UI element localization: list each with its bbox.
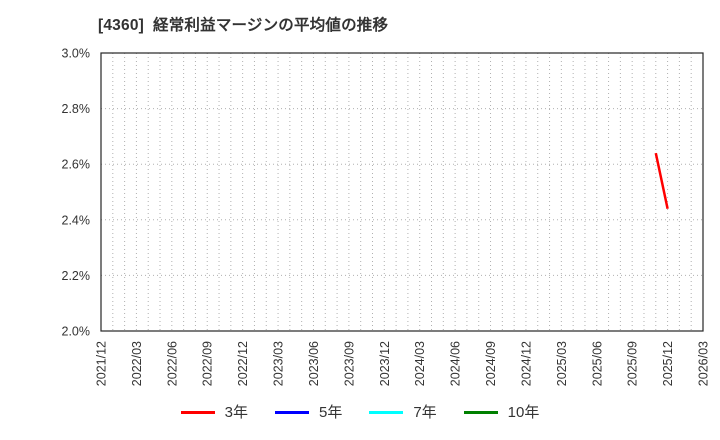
x-tick-label: 2022/12 (236, 341, 250, 386)
legend-line-swatch (369, 410, 404, 414)
series-line-0 (654, 152, 669, 209)
x-tick-label: 2023/09 (342, 341, 356, 386)
y-tick-label: 2.2% (62, 269, 91, 283)
y-tick-label: 3.0% (62, 47, 91, 61)
legend-item-1: 5年 (274, 403, 343, 421)
legend-item-3: 10年 (463, 403, 540, 421)
axis-border (100, 52, 704, 332)
legend-item-2: 7年 (369, 403, 437, 421)
x-tick-label: 2023/12 (378, 341, 392, 386)
x-tick-label: 2024/03 (413, 341, 427, 386)
y-tick-label: 2.8% (62, 102, 91, 116)
x-tick-label: 2023/03 (272, 341, 286, 386)
legend-line-swatch (274, 410, 309, 414)
legend-line-swatch (463, 410, 498, 414)
x-tick-label: 2024/06 (449, 341, 463, 386)
x-tick-label: 2025/06 (590, 341, 604, 386)
chart-title: [4360] 経常利益マージンの平均値の推移 (98, 17, 389, 34)
x-tick-label: 2024/09 (484, 341, 498, 386)
x-tick-label: 2026/03 (697, 341, 711, 386)
x-tick-label: 2022/03 (130, 341, 144, 386)
legend-label: 3年 (224, 403, 248, 421)
x-tick-label: 2023/06 (307, 341, 321, 386)
x-tick-label: 2024/12 (519, 341, 533, 386)
legend-label: 10年 (507, 403, 540, 421)
x-tick-label: 2025/12 (661, 341, 675, 386)
x-tick-label: 2025/09 (626, 341, 640, 386)
y-tick-label: 2.4% (62, 213, 91, 227)
legend-item-0: 3年 (180, 403, 248, 421)
legend-line-swatch (180, 410, 215, 414)
y-tick-label: 2.6% (62, 158, 91, 172)
legend-label: 5年 (318, 403, 343, 421)
x-tick-label: 2022/09 (201, 341, 215, 386)
y-tick-label: 2.0% (62, 325, 91, 339)
x-tick-label: 2021/12 (95, 341, 109, 386)
legend-label: 7年 (413, 403, 437, 421)
chart-legend: 3年 5年 7年 10年 (0, 399, 720, 425)
x-tick-label: 2022/06 (165, 341, 179, 386)
plot-area (101, 53, 703, 331)
x-tick-label: 2025/03 (555, 341, 569, 386)
